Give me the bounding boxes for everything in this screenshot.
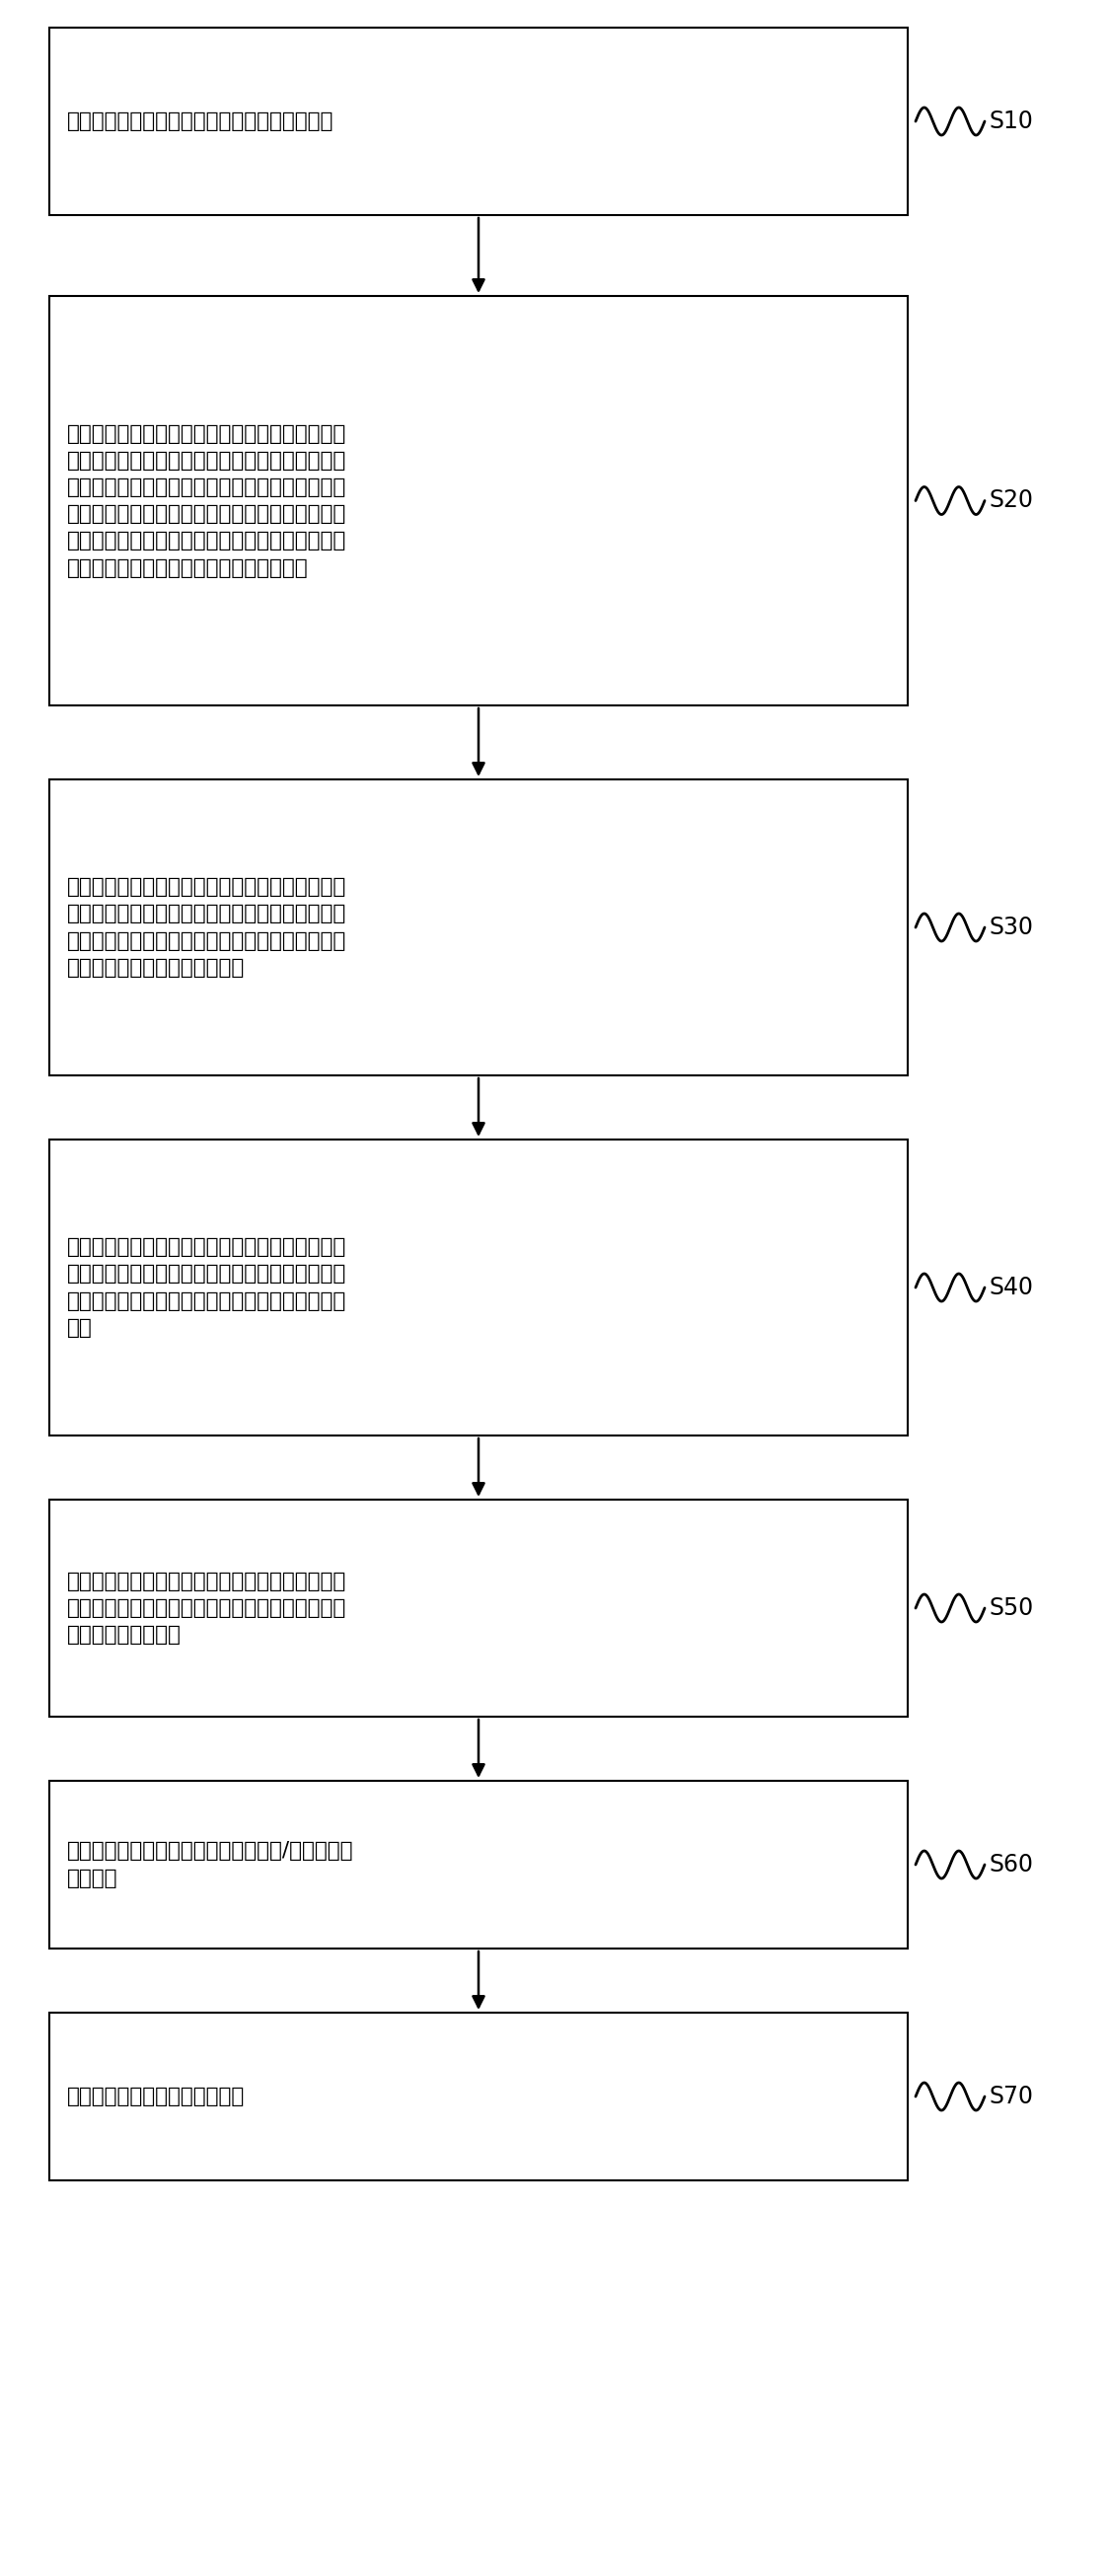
Bar (50, 1139, 907, 1435)
Text: 对所述电极层和反射层图案化处理，形成位于所述
非发光区的第一电极、位于所述发光区的第二电极
，以及位于所述第一电极和所述第二电极之间的第
三电极；同时形成位于所: 对所述电极层和反射层图案化处理，形成位于所述 非发光区的第一电极、位于所述发光区… (68, 422, 347, 577)
Text: S50: S50 (989, 1597, 1034, 1620)
Text: S30: S30 (989, 914, 1034, 940)
Text: S20: S20 (989, 489, 1034, 513)
Text: 在所述反射层上依次形成缓冲层和金属层，对所述
金属层图案化处理，形成位于所述非发光区且与所
述第一电极对应的有源层，以及位于所述发光区且
与所述第二电极对应的金: 在所述反射层上依次形成缓冲层和金属层，对所述 金属层图案化处理，形成位于所述非发… (68, 878, 347, 976)
Text: S40: S40 (989, 1275, 1034, 1298)
Text: S70: S70 (989, 2084, 1034, 2107)
Text: S60: S60 (989, 1852, 1034, 1875)
Text: 在所述有源层和所述金属膜层上方形成栅极绝缘层
，对所述栅极绝缘层图案化处理，形成位于所述有
源层上方的过孔，以及将所述金属膜层部分暴露的
开孔: 在所述有源层和所述金属膜层上方形成栅极绝缘层 ，对所述栅极绝缘层图案化处理，形成… (68, 1236, 347, 1337)
Text: 提供一基板，在所述基板上形成电极层和反射层: 提供一基板，在所述基板上形成电极层和反射层 (68, 111, 334, 131)
Text: 在所述阳极上形成发光层和阴极: 在所述阳极上形成发光层和阴极 (68, 2087, 245, 2107)
Bar (50, 781, 907, 1074)
Text: S10: S10 (989, 111, 1034, 134)
Bar (50, 28, 907, 214)
Bar (50, 1499, 907, 1716)
Bar (50, 1780, 907, 1947)
Bar (50, 296, 907, 706)
Bar (50, 2012, 907, 2179)
Text: 所述栅极绝缘层上方依次形成栅极、源/漏极以及像
素定义层: 所述栅极绝缘层上方依次形成栅极、源/漏极以及像 素定义层 (68, 1842, 353, 1888)
Text: 对所述有源层和所述金属膜层同时进行导体化处理
形成位于所述过孔位置的导体化有源层，以及位于
所述开孔位置的阳极: 对所述有源层和所述金属膜层同时进行导体化处理 形成位于所述过孔位置的导体化有源层… (68, 1571, 347, 1646)
